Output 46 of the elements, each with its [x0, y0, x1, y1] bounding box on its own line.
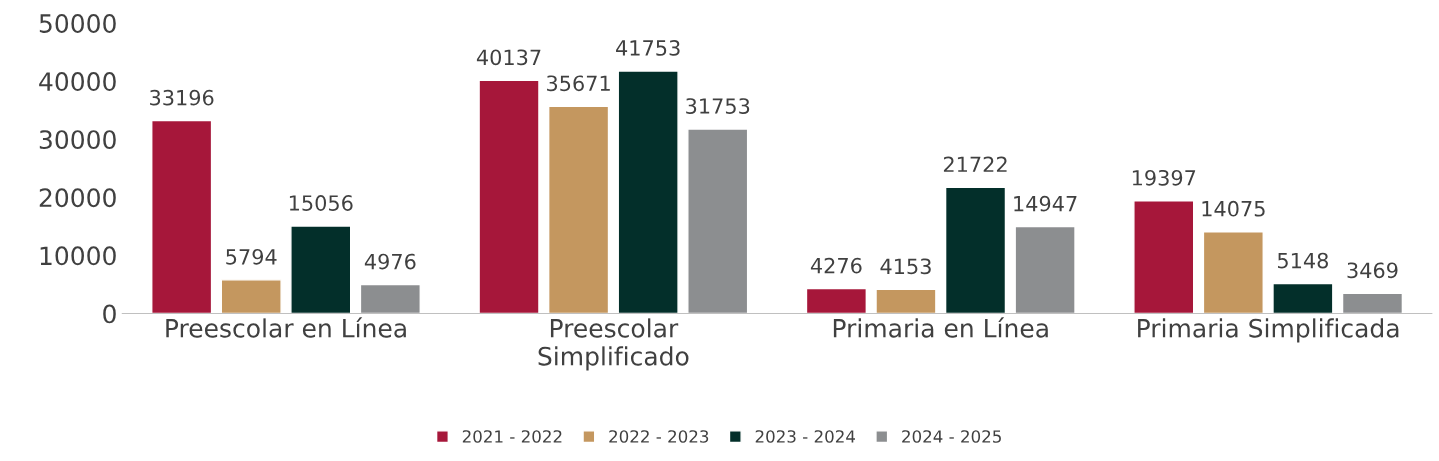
- bar: [805, 287, 868, 314]
- x-tick-label: Preescolar en Línea: [166, 317, 406, 338]
- data-label: 3469: [1347, 262, 1398, 279]
- y-tick-label: 40000: [39, 72, 116, 91]
- data-label: 5794: [226, 248, 277, 265]
- bar: [1014, 225, 1076, 314]
- bar: [547, 105, 610, 314]
- bar: [220, 279, 282, 314]
- y-tick-label: 20000: [39, 188, 116, 208]
- data-label: 4276: [810, 257, 862, 274]
- data-label: 21722: [943, 156, 1007, 172]
- data-label: 19397: [1132, 169, 1196, 186]
- data-label: 14947: [1014, 195, 1077, 212]
- bar: [1341, 292, 1404, 314]
- bar: [1133, 200, 1195, 314]
- bar: [875, 288, 937, 314]
- bar: [290, 225, 352, 314]
- legend-label: 2022 - 2023: [609, 430, 709, 443]
- data-label: 40137: [476, 49, 541, 66]
- bar: [1272, 282, 1334, 314]
- data-label: 41753: [616, 40, 680, 56]
- y-tick-label: 50000: [39, 13, 116, 33]
- bar: [151, 119, 213, 314]
- x-tick-label: Preescolar Simplificado: [538, 318, 689, 371]
- legend-label: 2024 - 2025: [902, 430, 1001, 443]
- data-label: 4153: [880, 258, 931, 275]
- x-tick-label: Primaria en Línea: [833, 317, 1048, 338]
- legend-label: 2021 - 2022: [462, 430, 562, 443]
- data-label: 35671: [547, 75, 610, 92]
- y-tick-label: 0: [103, 304, 116, 324]
- bar: [687, 128, 749, 314]
- data-label: 14075: [1202, 200, 1265, 217]
- y-tick-label: 10000: [40, 246, 116, 266]
- data-label: 15056: [289, 195, 353, 211]
- data-label: 31753: [686, 98, 750, 114]
- y-tick-label: 30000: [39, 130, 116, 150]
- data-label: 5148: [1278, 252, 1328, 269]
- bar: [617, 70, 679, 314]
- data-label: 4976: [364, 253, 416, 270]
- bar: [359, 283, 421, 314]
- bar: [944, 186, 1007, 314]
- bar: [1202, 231, 1264, 314]
- bar: [478, 79, 540, 314]
- data-label: 33196: [150, 89, 214, 106]
- legend-label: 2023 - 2024: [755, 430, 856, 443]
- x-tick-label: Primaria Simplificada: [1138, 318, 1399, 343]
